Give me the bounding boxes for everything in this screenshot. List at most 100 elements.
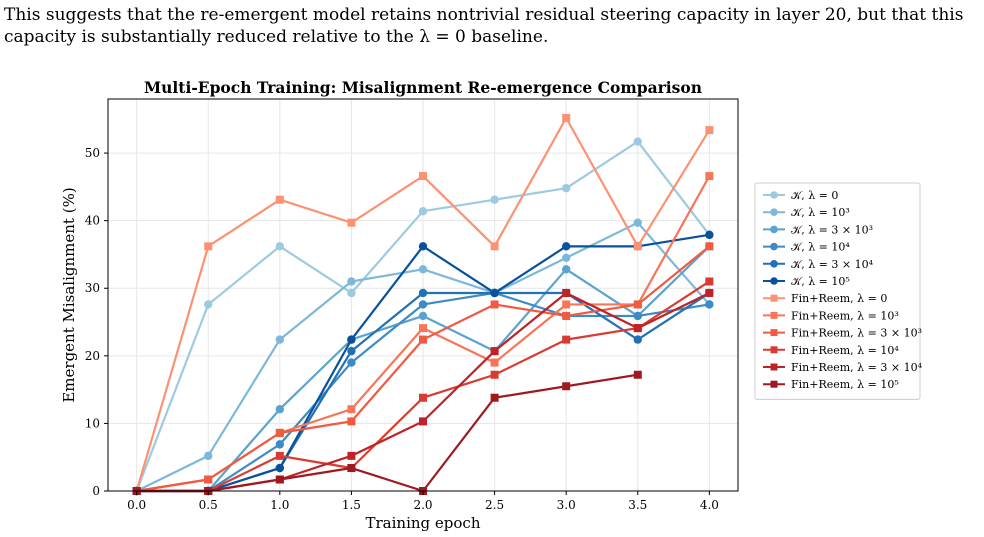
x-tick-label: 4.0 [700, 498, 719, 512]
legend-item: Fin+Reem, λ = 10⁴ [763, 344, 899, 357]
legend-item: 𝒦, λ = 0 [763, 189, 838, 202]
data-point [347, 346, 356, 356]
legend-item: 𝒦, λ = 10³ [763, 206, 850, 219]
data-point [419, 335, 427, 344]
x-tick-label: 2.0 [413, 498, 432, 512]
data-point [347, 358, 356, 367]
data-point [347, 277, 356, 286]
legend-item: Fin+Reem, λ = 3 × 10³ [763, 327, 922, 340]
data-point [562, 311, 571, 320]
y-tick-label: 30 [85, 281, 100, 295]
data-point [275, 195, 284, 204]
legend-item: Fin+Reem, λ = 10³ [763, 309, 899, 322]
x-tick-label: 2.5 [485, 498, 504, 512]
data-point [418, 265, 428, 274]
data-point [705, 300, 714, 309]
data-point [705, 288, 714, 297]
data-point [275, 335, 285, 344]
data-point [347, 288, 356, 298]
data-point [204, 475, 213, 484]
data-point [490, 347, 499, 356]
data-point [562, 382, 571, 391]
x-tick-label: 1.5 [342, 498, 361, 512]
data-point [705, 172, 714, 181]
data-point [347, 335, 356, 344]
data-point [275, 405, 285, 414]
data-point [562, 300, 571, 309]
data-point [490, 358, 499, 367]
data-point [347, 464, 356, 473]
data-point [275, 440, 285, 449]
data-point [561, 184, 571, 193]
y-tick-label: 50 [85, 146, 100, 160]
data-point [490, 195, 499, 204]
legend-swatch-marker [770, 380, 778, 388]
data-point [418, 311, 428, 321]
series-1 [132, 137, 714, 496]
legend-swatch-marker [770, 260, 778, 268]
data-point [633, 242, 642, 251]
data-point [347, 451, 356, 460]
legend-swatch-marker [770, 346, 778, 354]
data-point [275, 451, 284, 460]
data-point [419, 172, 427, 181]
legend-label: Fin+Reem, λ = 10⁴ [791, 344, 899, 357]
data-point [418, 288, 428, 298]
data-point [419, 324, 427, 333]
legend-swatch-marker [770, 225, 778, 234]
data-point [204, 242, 213, 251]
legend-label: Fin+Reem, λ = 10⁵ [791, 378, 899, 391]
legend-item: 𝒦, λ = 3 × 10⁴ [763, 258, 874, 271]
legend-item: Fin+Reem, λ = 0 [763, 292, 887, 305]
legend-label: 𝒦, λ = 3 × 10³ [791, 223, 873, 236]
data-point [347, 417, 356, 426]
data-point [561, 265, 571, 274]
data-point [419, 393, 427, 402]
legend-label: Fin+Reem, λ = 0 [791, 292, 887, 305]
data-point [633, 370, 642, 379]
x-tick-label: 1.0 [270, 498, 289, 512]
x-tick-label: 3.0 [557, 498, 576, 512]
legend-item: 𝒦, λ = 3 × 10³ [763, 223, 873, 236]
legend-item: 𝒦, λ = 10⁵ [763, 275, 850, 288]
data-point [562, 288, 571, 297]
data-point [347, 405, 356, 414]
data-point [204, 451, 213, 461]
data-point [561, 242, 571, 251]
series-7 [132, 113, 714, 495]
data-point [633, 218, 642, 227]
data-point [705, 242, 714, 251]
legend-label: 𝒦, λ = 10³ [791, 206, 850, 219]
axis-ticks: 0.0 0.5 1.0 1.5 2.0 2.5 3.0 3.5 4.0 0 10 20 30 40 50 [85, 146, 719, 512]
x-axis-label: Training epoch [366, 514, 481, 532]
data-point [275, 475, 284, 484]
legend-label: 𝒦, λ = 0 [791, 189, 838, 202]
data-point [633, 335, 642, 344]
legend-label: Fin+Reem, λ = 3 × 10³ [791, 327, 922, 340]
chart-title: Multi-Epoch Training: Misalignment Re-em… [144, 78, 702, 97]
x-tick-label: 3.5 [628, 498, 647, 512]
data-point [275, 463, 285, 473]
data-point [490, 393, 499, 402]
data-point [418, 242, 428, 251]
data-point [705, 230, 714, 240]
data-point [275, 428, 284, 437]
data-point [562, 113, 571, 122]
data-point [633, 311, 642, 321]
legend-item: Fin+Reem, λ = 10⁵ [763, 378, 899, 391]
data-point [419, 417, 427, 426]
legend-label: Fin+Reem, λ = 10³ [791, 309, 899, 322]
data-point [633, 324, 642, 333]
legend-swatch-marker [770, 329, 778, 337]
data-point [561, 253, 571, 263]
data-point [490, 300, 499, 309]
legend-swatch-marker [770, 208, 778, 216]
data-point [418, 206, 428, 216]
data-point [204, 300, 213, 309]
x-tick-label: 0.0 [127, 498, 146, 512]
legend-item: 𝒦, λ = 10⁴ [763, 241, 850, 254]
data-point [418, 300, 428, 309]
y-tick-label: 20 [85, 349, 100, 363]
y-tick-label: 10 [85, 416, 100, 430]
